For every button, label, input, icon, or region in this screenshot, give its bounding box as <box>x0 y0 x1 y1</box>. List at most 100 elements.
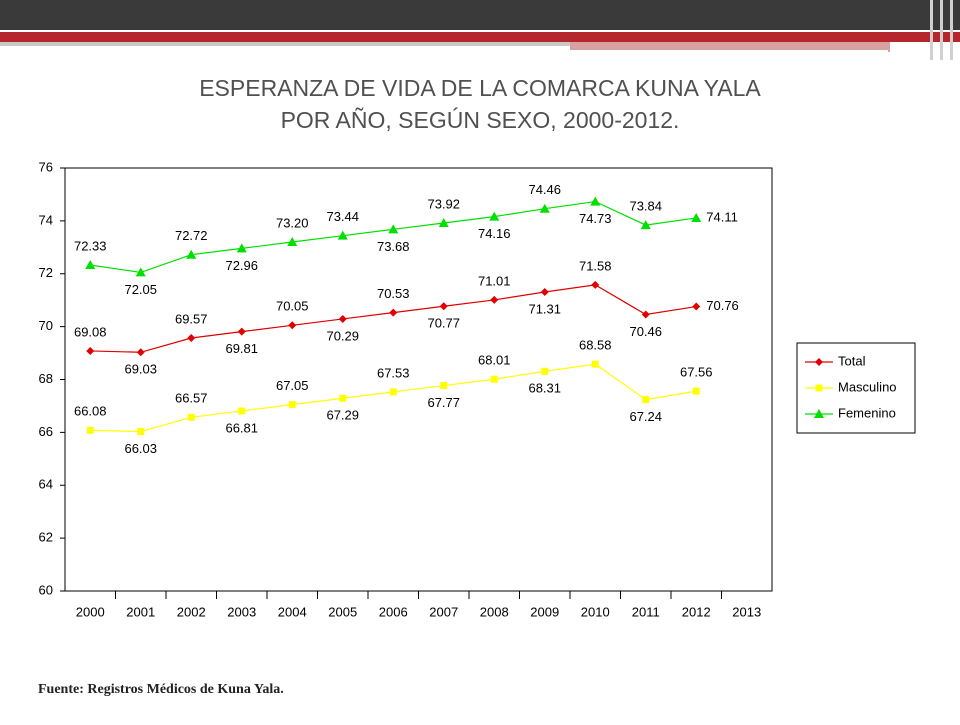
top-bar <box>0 0 960 30</box>
point-marker <box>338 314 347 323</box>
point-marker <box>541 367 549 375</box>
point-marker <box>288 401 296 409</box>
x-tick-label: 2003 <box>227 604 256 619</box>
x-tick-label: 2011 <box>632 604 660 619</box>
white-line <box>570 50 888 52</box>
data-label: 73.20 <box>276 215 309 230</box>
point-marker <box>237 327 246 336</box>
source-note: Fuente: Registros Médicos de Kuna Yala. <box>38 682 284 697</box>
point-marker <box>238 407 246 415</box>
data-label: 72.96 <box>225 258 258 273</box>
point-marker <box>691 212 702 222</box>
data-label: 67.53 <box>377 365 410 380</box>
point-marker <box>287 237 298 247</box>
y-tick-label: 66 <box>39 424 53 439</box>
point-marker <box>692 387 700 395</box>
data-label: 70.46 <box>629 324 662 339</box>
point-marker <box>591 280 600 289</box>
legend-marker <box>815 384 823 392</box>
x-tick-label: 2001 <box>126 604 155 619</box>
point-marker <box>135 267 146 277</box>
data-label: 72.33 <box>74 238 107 253</box>
legend-marker <box>815 358 823 366</box>
data-label: 73.68 <box>377 239 410 254</box>
data-label: 67.24 <box>629 409 662 424</box>
legend-label: Masculino <box>838 379 897 394</box>
point-marker <box>337 230 348 240</box>
data-label: 70.76 <box>706 298 739 313</box>
point-marker <box>490 375 498 383</box>
data-label: 68.31 <box>528 381 561 396</box>
y-tick-label: 62 <box>39 530 53 545</box>
point-marker <box>490 295 499 304</box>
point-marker <box>539 203 550 213</box>
data-label: 72.05 <box>124 282 157 297</box>
gray-stripe <box>0 42 570 46</box>
point-marker <box>85 260 96 270</box>
data-label: 68.01 <box>478 353 511 368</box>
data-label: 70.05 <box>276 299 309 314</box>
point-marker <box>187 333 196 342</box>
data-label: 74.11 <box>706 209 738 224</box>
legend-label: Total <box>838 353 866 368</box>
data-label: 66.03 <box>124 441 157 456</box>
x-tick-label: 2012 <box>682 604 711 619</box>
point-marker <box>389 388 397 396</box>
deco <box>930 0 933 60</box>
point-marker <box>136 348 145 357</box>
data-label: 74.46 <box>528 182 561 197</box>
chart-title: ESPERANZA DE VIDA DE LA COMARCA KUNA YAL… <box>199 75 761 101</box>
point-marker <box>540 287 549 296</box>
point-marker <box>640 220 651 230</box>
x-tick-label: 2009 <box>530 604 559 619</box>
point-marker <box>489 211 500 221</box>
data-label: 66.81 <box>225 420 258 435</box>
data-label: 73.44 <box>326 209 359 224</box>
x-tick-label: 2007 <box>429 604 458 619</box>
data-label: 69.08 <box>74 324 107 339</box>
data-label: 66.57 <box>175 391 208 406</box>
data-label: 70.53 <box>377 286 410 301</box>
deco <box>940 0 943 60</box>
point-marker <box>591 360 599 368</box>
y-tick-label: 70 <box>39 318 53 333</box>
data-label: 72.72 <box>175 228 208 243</box>
red-stripe <box>0 32 960 42</box>
data-label: 74.16 <box>478 226 511 241</box>
data-label: 67.29 <box>326 408 359 423</box>
legend-label: Femenino <box>838 405 896 420</box>
point-marker <box>187 413 195 421</box>
data-label: 71.58 <box>579 258 612 273</box>
data-label: 70.29 <box>326 328 359 343</box>
data-label: 73.92 <box>427 196 460 211</box>
point-marker <box>642 396 650 404</box>
data-label: 70.77 <box>427 316 460 331</box>
point-marker <box>439 302 448 311</box>
data-label: 67.77 <box>427 395 460 410</box>
data-label: 66.08 <box>74 404 107 419</box>
data-label: 74.73 <box>579 211 612 226</box>
y-tick-label: 74 <box>39 212 53 227</box>
point-marker <box>137 428 145 436</box>
point-marker <box>389 308 398 317</box>
y-tick-label: 60 <box>39 582 53 597</box>
data-label: 71.31 <box>528 301 561 316</box>
point-marker <box>86 346 95 355</box>
y-tick-label: 72 <box>39 265 53 280</box>
y-tick-label: 76 <box>39 159 53 174</box>
point-marker <box>86 426 94 434</box>
data-label: 71.01 <box>478 273 511 288</box>
point-marker <box>236 243 247 253</box>
x-tick-label: 2013 <box>732 604 761 619</box>
data-label: 68.58 <box>579 338 612 353</box>
x-tick-label: 2002 <box>177 604 206 619</box>
point-marker <box>440 382 448 390</box>
x-tick-label: 2008 <box>480 604 509 619</box>
point-marker <box>388 224 399 234</box>
point-marker <box>438 217 449 227</box>
x-tick-label: 2005 <box>328 604 357 619</box>
y-tick-label: 64 <box>39 477 53 492</box>
y-tick-label: 68 <box>39 371 53 386</box>
legend-marker <box>814 409 824 418</box>
chart-subtitle: POR AÑO, SEGÚN SEXO, 2000-2012. <box>281 107 680 133</box>
